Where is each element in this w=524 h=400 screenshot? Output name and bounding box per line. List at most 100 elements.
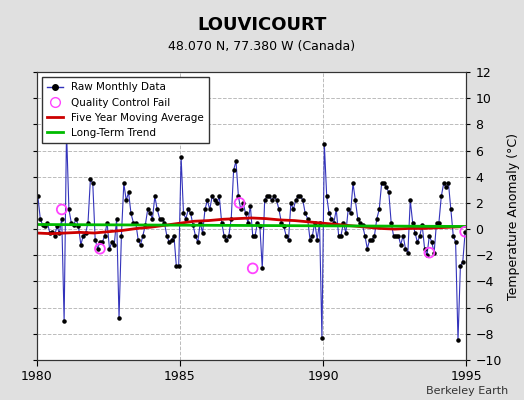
Point xyxy=(208,193,216,200)
Point xyxy=(356,219,364,226)
Point xyxy=(454,337,462,344)
Point xyxy=(275,206,283,213)
Point xyxy=(117,232,126,239)
Point xyxy=(328,216,336,222)
Point xyxy=(34,193,42,200)
Point xyxy=(64,206,73,213)
Point xyxy=(153,206,161,213)
Point xyxy=(430,250,438,256)
Point xyxy=(440,180,448,186)
Point xyxy=(397,242,405,248)
Y-axis label: Temperature Anomaly (°C): Temperature Anomaly (°C) xyxy=(507,132,520,300)
Point xyxy=(165,239,173,245)
Point xyxy=(366,236,374,243)
Point xyxy=(446,206,455,213)
Point xyxy=(416,232,424,239)
Point xyxy=(115,315,123,321)
Point xyxy=(299,197,307,204)
Point xyxy=(403,250,412,256)
Point xyxy=(382,184,390,190)
Point xyxy=(413,239,422,245)
Point xyxy=(272,197,281,204)
Point xyxy=(167,236,176,243)
Point xyxy=(236,206,245,213)
Point xyxy=(205,206,214,213)
Point xyxy=(60,318,68,324)
Point xyxy=(55,230,63,236)
Point xyxy=(260,197,269,204)
Point xyxy=(258,265,266,272)
Point xyxy=(253,219,261,226)
Point xyxy=(50,232,59,239)
Point xyxy=(313,236,321,243)
Point xyxy=(58,206,66,213)
Point xyxy=(334,232,343,239)
Point xyxy=(461,228,470,235)
Point xyxy=(363,246,372,252)
Point xyxy=(418,222,427,228)
Point xyxy=(48,228,57,235)
Point xyxy=(287,200,295,206)
Point xyxy=(107,239,116,245)
Point xyxy=(377,180,386,186)
Point xyxy=(456,262,465,269)
Point xyxy=(425,250,433,256)
Point xyxy=(177,154,185,160)
Point xyxy=(74,223,83,230)
Point xyxy=(389,232,398,239)
Point xyxy=(337,232,345,239)
Point xyxy=(361,232,369,239)
Point xyxy=(315,219,324,226)
Point xyxy=(394,232,402,239)
Point xyxy=(225,232,233,239)
Point xyxy=(406,197,414,204)
Point xyxy=(213,200,221,206)
Point xyxy=(235,200,244,206)
Point xyxy=(380,180,388,186)
Point xyxy=(72,216,80,222)
Point xyxy=(172,262,181,269)
Point xyxy=(58,216,66,222)
Point xyxy=(162,232,171,239)
Point xyxy=(282,232,290,239)
Point xyxy=(217,219,226,226)
Point xyxy=(385,189,393,196)
Point xyxy=(346,210,355,216)
Point xyxy=(184,206,192,213)
Point xyxy=(387,219,395,226)
Point xyxy=(203,197,212,204)
Point xyxy=(148,216,157,222)
Point xyxy=(339,219,347,226)
Point xyxy=(311,219,319,226)
Point xyxy=(230,167,238,173)
Point xyxy=(182,216,190,222)
Point xyxy=(285,236,293,243)
Point xyxy=(239,200,247,206)
Point xyxy=(79,232,88,239)
Point xyxy=(351,197,359,204)
Point xyxy=(53,223,61,230)
Point xyxy=(320,141,329,147)
Point xyxy=(263,193,271,200)
Point xyxy=(89,180,97,186)
Point xyxy=(294,193,302,200)
Point xyxy=(325,210,333,216)
Point xyxy=(246,202,255,209)
Point xyxy=(248,232,257,239)
Point xyxy=(289,206,298,213)
Text: LOUVICOURT: LOUVICOURT xyxy=(198,16,326,34)
Point xyxy=(199,230,207,236)
Point xyxy=(96,239,104,245)
Point xyxy=(193,239,202,245)
Point xyxy=(349,180,357,186)
Point xyxy=(124,189,133,196)
Point xyxy=(318,334,326,341)
Point xyxy=(234,193,243,200)
Point xyxy=(435,219,443,226)
Point xyxy=(103,219,111,226)
Point xyxy=(98,239,106,245)
Point xyxy=(437,193,445,200)
Point xyxy=(451,239,460,245)
Point xyxy=(277,219,286,226)
Point xyxy=(101,232,109,239)
